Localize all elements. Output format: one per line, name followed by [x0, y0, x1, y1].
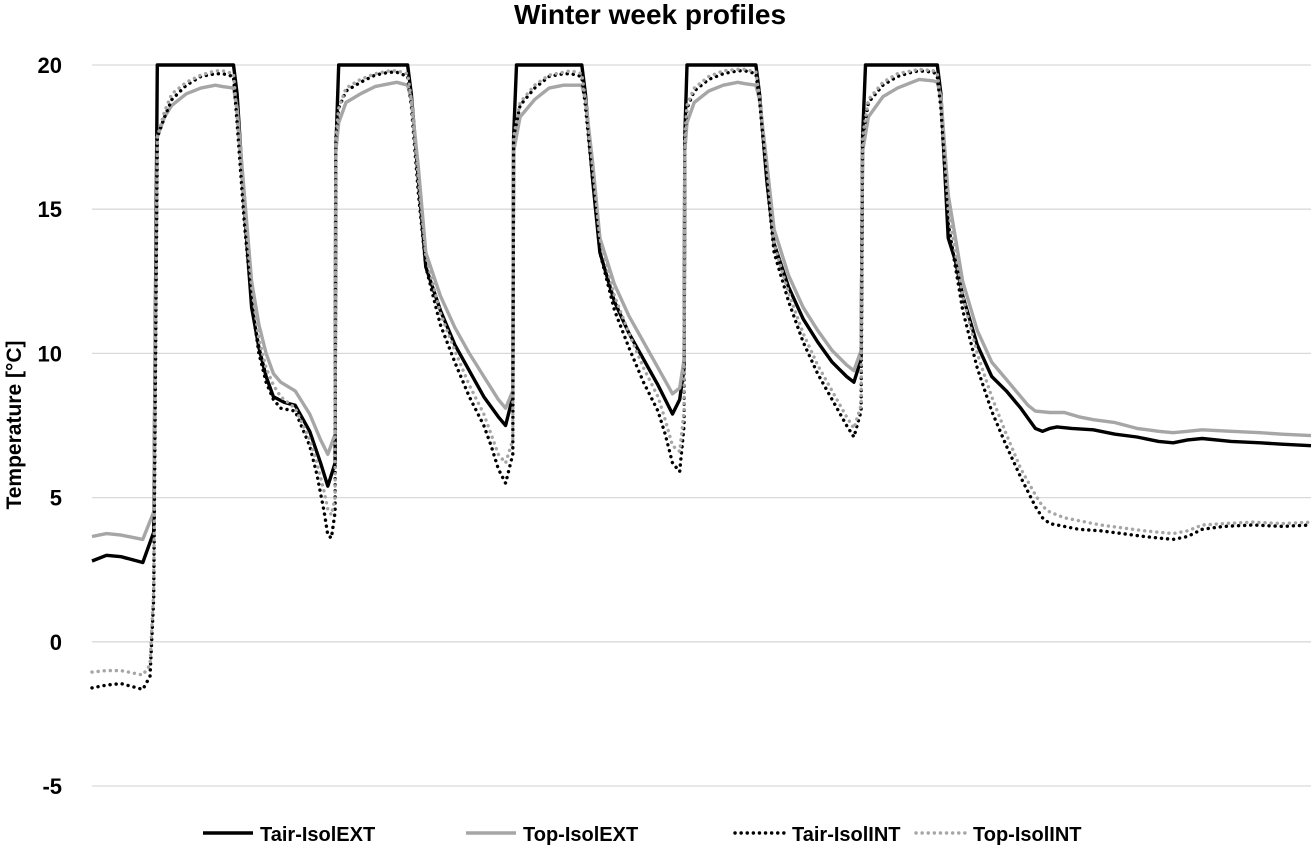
- y-tick-label: 20: [38, 53, 62, 78]
- legend: Tair-IsolEXT Top-IsolEXT Tair-IsolINT Top-I…: [203, 824, 1082, 846]
- y-axis-label: Temperature [°C]: [3, 340, 26, 509]
- y-tick-label: -5: [42, 774, 62, 799]
- series-line-tair-isolint: [90, 69, 1313, 692]
- y-tick-label: 5: [50, 486, 62, 511]
- legend-label-top-isolext: Top-IsolEXT: [523, 824, 638, 846]
- series-line-top-isolint: [90, 67, 1313, 677]
- legend-label-tair-isolint: Tair-IsolINT: [792, 824, 901, 846]
- series-lines: [90, 63, 1313, 692]
- legend-label-top-isolint: Top-IsolINT: [973, 824, 1082, 846]
- y-tick-labels: 20 15 10 5 0 -5: [38, 53, 62, 799]
- legend-label-tair-isolext: Tair-IsolEXT: [260, 824, 375, 846]
- series-line-tair-isolext: [91, 63, 1312, 565]
- y-tick-label: 10: [38, 341, 62, 366]
- chart-title: Winter week profiles: [514, 0, 786, 30]
- y-tick-label: 15: [38, 197, 62, 222]
- gridlines: [92, 64, 1311, 787]
- y-tick-label: 0: [50, 630, 62, 655]
- series-line-top-isolext: [91, 77, 1312, 542]
